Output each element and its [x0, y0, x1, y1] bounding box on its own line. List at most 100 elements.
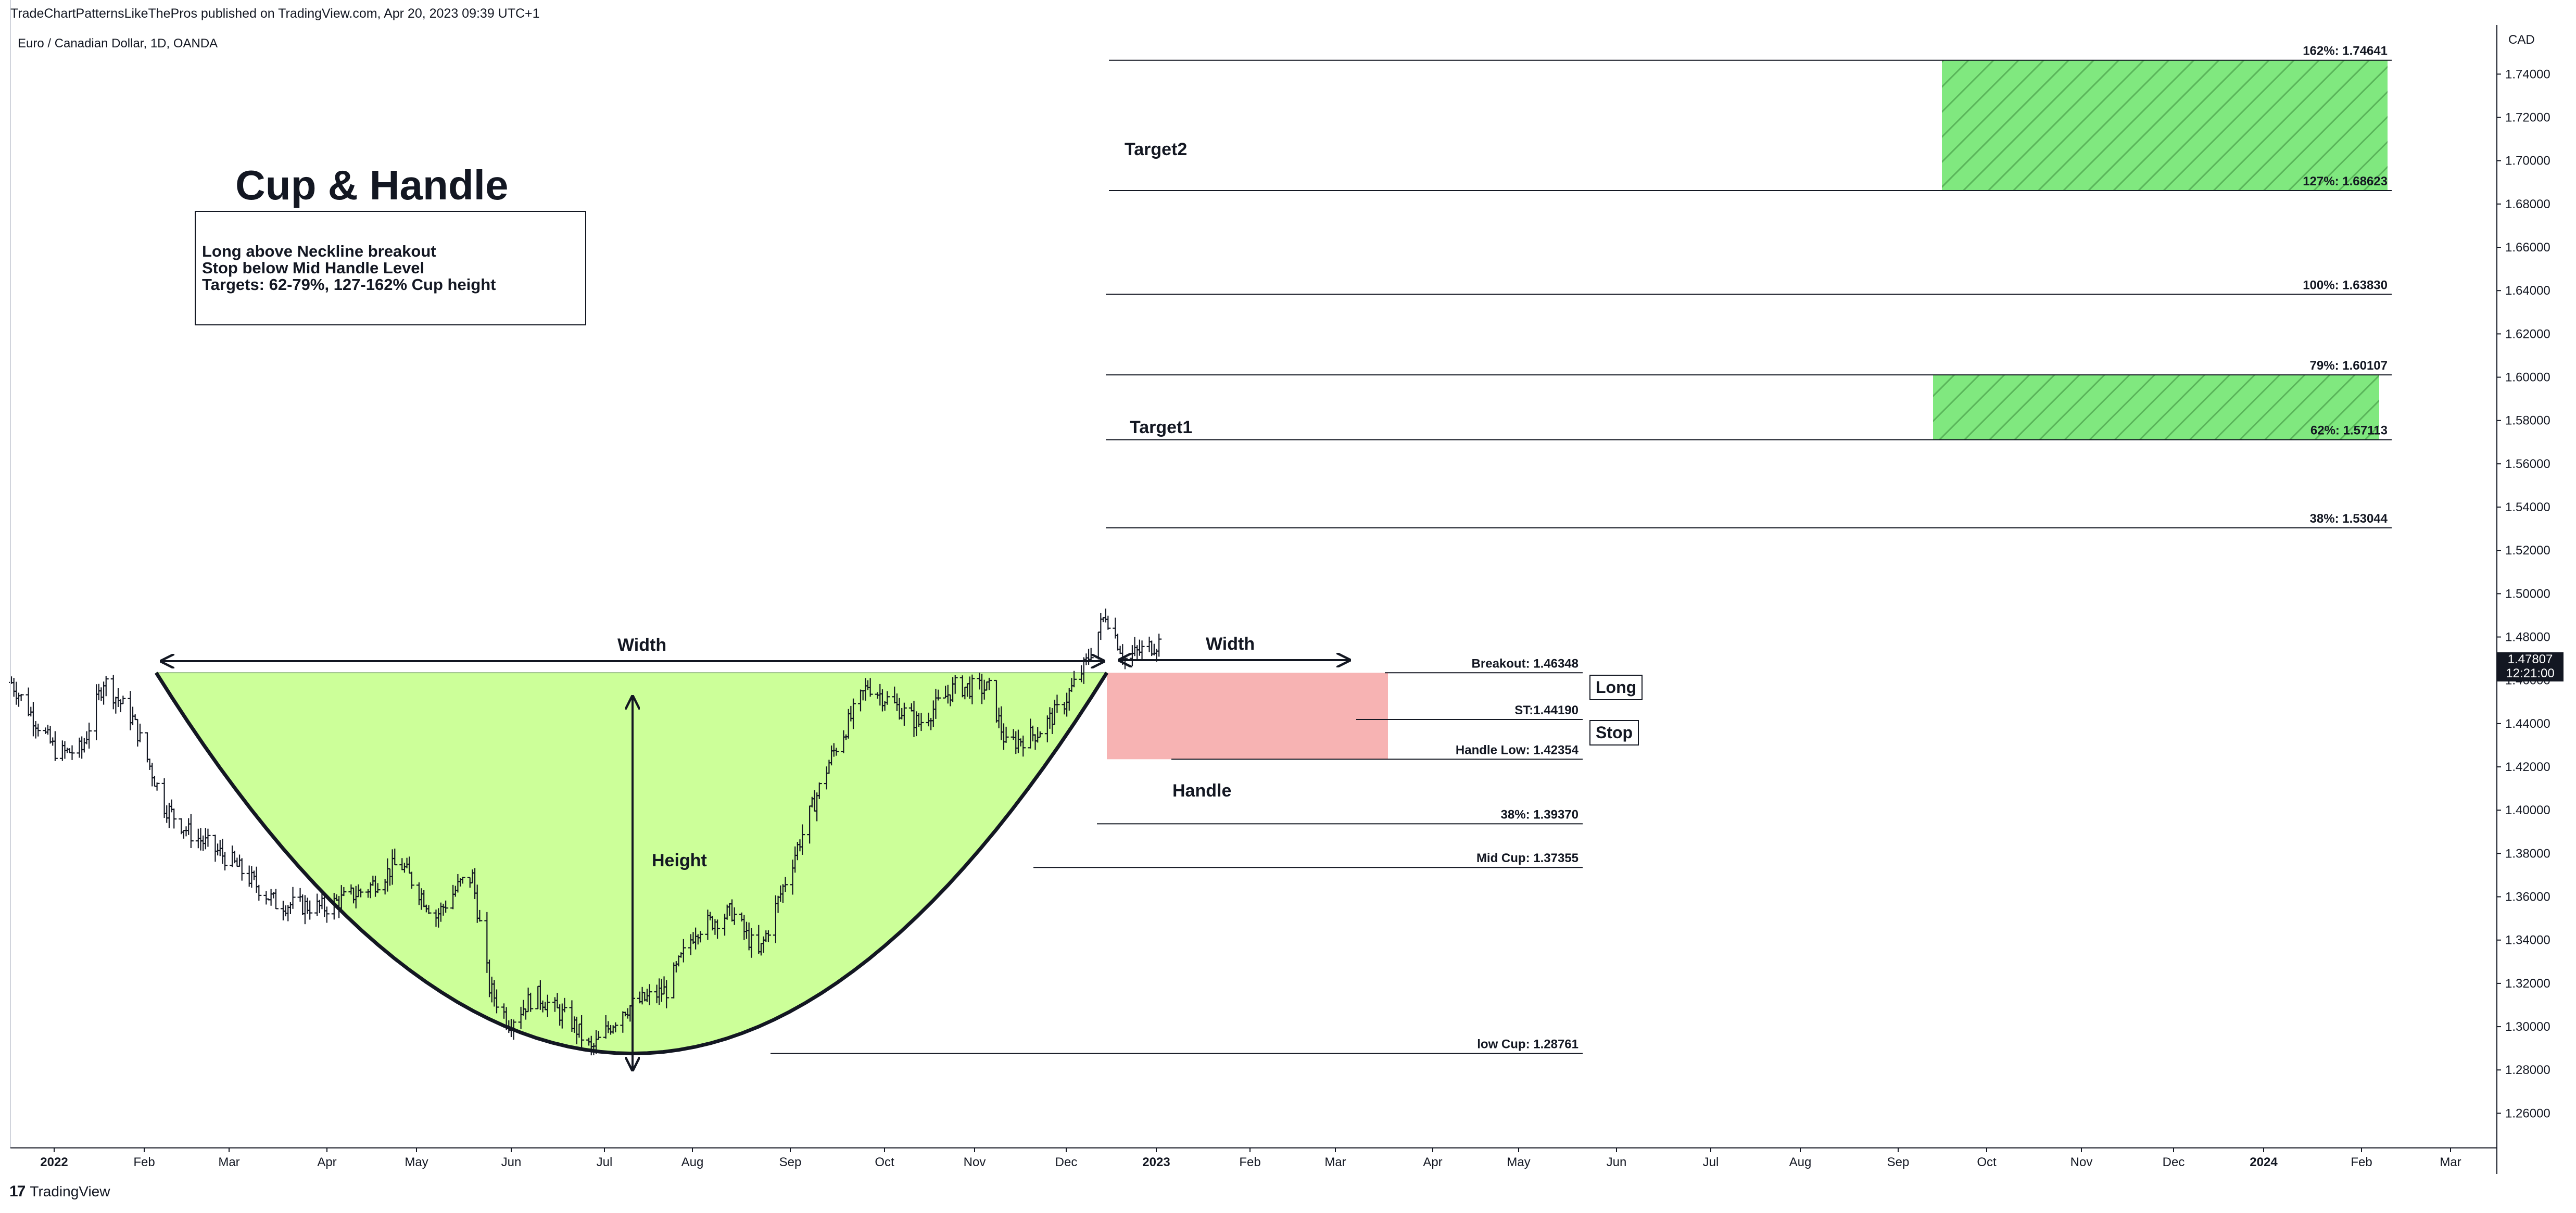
target2-zone [1942, 60, 2388, 191]
x-tick-label: Jun [501, 1155, 522, 1169]
ohlc-bar [188, 814, 194, 848]
ohlc-bar [300, 894, 306, 915]
ohlc-bar [731, 907, 737, 925]
symbol-title[interactable]: Euro / Canadian Dollar, 1D, OANDA [18, 36, 218, 50]
ohlc-bar [149, 763, 155, 787]
ohlc-bar [562, 997, 567, 1013]
ohlc-bar [84, 731, 90, 744]
ohlc-bar [212, 835, 218, 862]
ohlc-bar [273, 889, 279, 909]
ohlc-bar [936, 689, 941, 701]
ohlc-bar [81, 738, 87, 753]
footer-brand[interactable]: 17 TradingView [9, 1183, 110, 1201]
x-tick-label: 2023 [1142, 1155, 1170, 1169]
ohlc-bar [426, 905, 432, 914]
y-tick-label: 1.38000 [2505, 846, 2550, 861]
ohlc-bar [1083, 653, 1089, 665]
ohlc-bar [113, 697, 119, 714]
ohlc-bar [392, 849, 398, 866]
ohlc-bar [254, 866, 259, 893]
ohlc-bar [183, 826, 189, 837]
ohlc-bar [16, 692, 21, 707]
ohlc-bar [86, 723, 92, 749]
target2-label: Target2 [1125, 140, 1188, 159]
x-tick-label: Jun [1607, 1155, 1627, 1169]
ohlc-bar [47, 726, 53, 744]
ohlc-bar [268, 889, 274, 906]
note-line-1: Long above Neckline breakout [202, 242, 436, 260]
x-tick-label: 2024 [2250, 1155, 2278, 1169]
ohlc-bar [283, 905, 288, 917]
ohlc-bar [220, 839, 225, 864]
ohlc-bar [147, 759, 153, 770]
ohlc-bar [358, 888, 364, 898]
ohlc-bar [186, 818, 192, 835]
strategy-note-box[interactable]: Long above Neckline breakout Stop below … [195, 211, 586, 325]
ohlc-bar [749, 928, 754, 958]
ohlc-bar [1105, 615, 1111, 630]
ohlc-bar [305, 898, 310, 914]
ohlc-bar [317, 900, 322, 914]
y-tick-label: 1.40000 [2505, 803, 2550, 817]
brand-name: TradingView [30, 1183, 110, 1199]
handle-label: Handle [1172, 781, 1232, 801]
ohlc-bar [65, 748, 70, 753]
ohlc-bar [26, 687, 31, 716]
long-tag[interactable]: Long [1589, 675, 1643, 700]
annotation-layer [155, 660, 1349, 1070]
level-38-lower-label: 38%: 1.39370 [1501, 807, 1579, 822]
ohlc-bar [290, 887, 296, 909]
ohlc-bar [239, 858, 245, 881]
ohlc-bar [528, 992, 534, 1012]
y-tick-label: 1.28000 [2505, 1063, 2550, 1077]
ohlc-bar [110, 675, 116, 710]
y-tick-label: 1.58000 [2505, 414, 2550, 428]
y-tick-label: 1.48000 [2505, 630, 2550, 645]
x-tick-label: May [1507, 1155, 1530, 1169]
y-tick-label: 1.34000 [2505, 933, 2550, 947]
ohlc-bar [647, 984, 652, 1006]
ohlc-bar [33, 721, 39, 739]
ohlc-bar [715, 919, 721, 939]
ohlc-bar [18, 693, 24, 701]
bar-countdown: 12:21:00 [2506, 666, 2555, 680]
ohlc-bar [43, 727, 48, 734]
ohlc-bar [98, 687, 104, 701]
ohlc-bar [477, 909, 483, 922]
currency-label: CAD [2508, 33, 2535, 47]
tradingview-logo-icon: 17 [9, 1183, 26, 1200]
published-header: TradeChartPatternsLikeThePros published … [10, 6, 540, 21]
y-tick-label: 1.26000 [2505, 1106, 2550, 1120]
ohlc-bar [596, 1031, 601, 1040]
ohlc-bar [494, 989, 499, 1014]
ohlc-bar [62, 741, 68, 759]
ohlc-bar [1137, 639, 1142, 656]
ohlc-bar [59, 740, 65, 761]
ohlc-bar [203, 828, 208, 850]
ohlc-bar [1020, 735, 1026, 757]
ohlc-bar [144, 732, 150, 763]
ohlc-bar [52, 731, 58, 761]
ohlc-bar [302, 895, 308, 925]
ohlc-bar [1103, 608, 1108, 623]
ohlc-bar [103, 676, 109, 697]
x-tick-label: 2022 [40, 1155, 68, 1169]
y-tick-label: 1.56000 [2505, 457, 2550, 471]
ohlc-bar [230, 845, 235, 867]
stop-tag[interactable]: Stop [1589, 720, 1639, 746]
x-tick-label: Aug [1789, 1155, 1812, 1169]
y-tick-label: 1.74000 [2505, 67, 2550, 81]
x-tick-label: Jul [1703, 1155, 1719, 1169]
handle-width-label: Width [1206, 634, 1255, 654]
ohlc-bar [851, 698, 856, 729]
ohlc-bar [1129, 645, 1135, 666]
ohlc-bar [128, 691, 133, 730]
level-62-label: 62%: 1.57113 [2310, 424, 2388, 438]
ohlc-bar [120, 696, 126, 704]
level-breakout-label: Breakout: 1.46348 [1472, 656, 1579, 671]
ohlc-bar [96, 684, 102, 701]
target1-label: Target1 [1130, 418, 1193, 437]
target1-zone [1933, 375, 2379, 440]
y-tick-label: 1.36000 [2505, 890, 2550, 904]
